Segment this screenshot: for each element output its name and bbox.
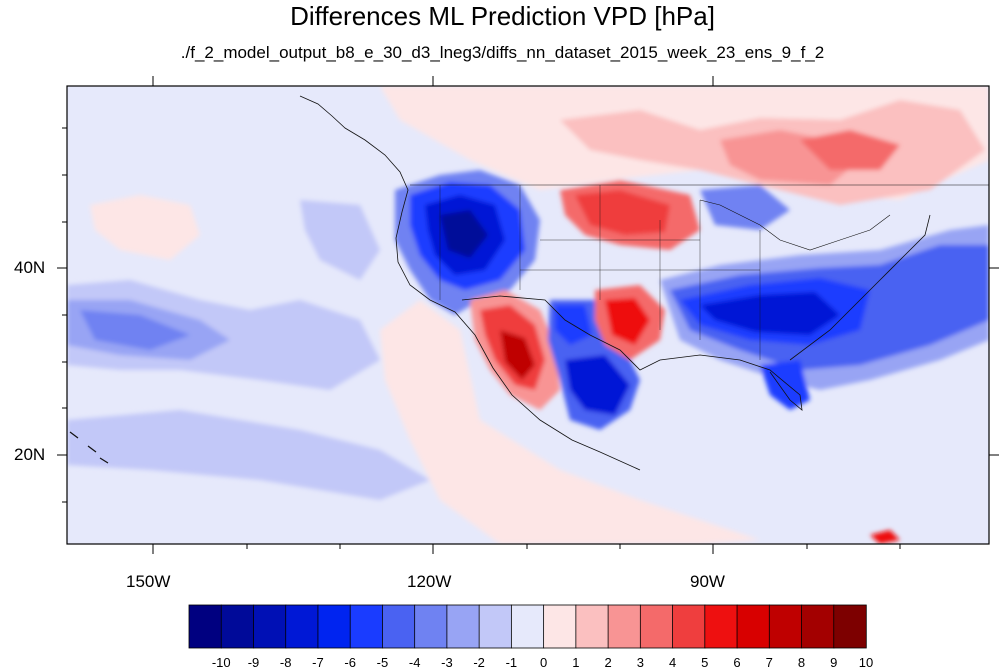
vpd-difference-field bbox=[67, 86, 989, 544]
field-caribbean-positive bbox=[870, 530, 900, 544]
colorbar-tick-label: -1 bbox=[505, 655, 518, 670]
field-plains-positive-core bbox=[575, 190, 670, 235]
colorbar-swatch bbox=[704, 604, 738, 649]
colorbar-tick-label: 8 bbox=[797, 655, 806, 670]
field-pacific-negative-inner bbox=[80, 310, 190, 350]
colorbar-tick-label: 4 bbox=[668, 655, 677, 670]
field-offshore-negative bbox=[300, 200, 380, 280]
field-texas-positive-core bbox=[605, 298, 650, 345]
colorbar-swatch bbox=[188, 604, 222, 649]
colorbar-swatch bbox=[478, 604, 513, 649]
colorbar-swatch bbox=[253, 604, 287, 649]
colorbar-swatch bbox=[672, 604, 706, 649]
colorbar-swatch bbox=[639, 604, 674, 649]
colorbar-swatch bbox=[285, 604, 319, 649]
colorbar-swatch bbox=[382, 604, 416, 649]
lon-label-90w: 90W bbox=[690, 572, 725, 591]
colorbar-swatch bbox=[317, 604, 351, 649]
colorbar-swatch bbox=[349, 604, 384, 649]
field-southwest-positive-core bbox=[500, 330, 535, 380]
field-canada-strong-positive bbox=[800, 130, 900, 170]
colorbar-swatch bbox=[801, 604, 835, 649]
pacific-coastline bbox=[299, 95, 641, 471]
colorbar-tick-label: -8 bbox=[279, 655, 292, 670]
field-east-negative-core bbox=[700, 292, 840, 335]
colorbar-tick-label: -7 bbox=[312, 655, 324, 670]
colorbar-tick-label: -2 bbox=[473, 655, 485, 670]
colorbar-tick-label: -4 bbox=[408, 655, 421, 670]
colorbar-tick-label: 0 bbox=[539, 655, 548, 670]
colorbar-tick-label: -6 bbox=[344, 655, 356, 670]
colorbar-swatch bbox=[220, 604, 255, 649]
colorbar-tick-label: 7 bbox=[765, 655, 773, 670]
colorbar-tick-label: 2 bbox=[604, 655, 612, 670]
colorbar-swatch bbox=[414, 604, 448, 649]
field-pacific-positive bbox=[90, 195, 200, 260]
colorbar bbox=[188, 604, 867, 649]
colorbar-tick-label: 1 bbox=[572, 655, 580, 670]
colorbar-tick-label: 5 bbox=[701, 655, 709, 670]
lat-label-40n: 40N bbox=[14, 258, 46, 277]
colorbar-tick-label: 10 bbox=[858, 655, 874, 670]
field-south-pacific-negative bbox=[67, 410, 430, 500]
field-south-light-positive bbox=[380, 300, 760, 544]
lon-label-150w: 150W bbox=[126, 572, 171, 591]
colorbar-swatch bbox=[543, 604, 577, 649]
lon-label-120w: 120W bbox=[407, 572, 452, 591]
us-east-coast bbox=[789, 214, 931, 361]
us-south-coast bbox=[461, 295, 803, 411]
colorbar-swatch bbox=[510, 604, 545, 649]
colorbar-swatch bbox=[607, 604, 642, 649]
field-mexico-negative-core bbox=[565, 355, 630, 415]
colorbar-tick-label: -9 bbox=[247, 655, 260, 670]
geographic-outlines bbox=[69, 95, 989, 471]
colorbar-swatch bbox=[446, 604, 480, 649]
lat-label-20n: 20N bbox=[14, 445, 46, 464]
colorbar-swatch bbox=[768, 604, 803, 649]
colorbar-swatch bbox=[833, 604, 867, 649]
state-borders bbox=[439, 185, 761, 360]
plot-subtitle: ./f_2_model_output_b8_e_30_d3_lneg3/diff… bbox=[180, 43, 825, 62]
colorbar-swatch bbox=[575, 604, 609, 649]
plot-title: Differences ML Prediction VPD [hPa] bbox=[290, 1, 715, 31]
colorbar-tick-label: 3 bbox=[636, 655, 644, 670]
field-greatlakes-negative bbox=[700, 185, 790, 230]
field-westus-negative-deep bbox=[440, 210, 488, 258]
colorbar-tick-label: -10 bbox=[211, 655, 231, 670]
colorbar-tick-label: 6 bbox=[733, 655, 741, 670]
colorbar-tick-label: 9 bbox=[830, 655, 838, 670]
colorbar-tick-label: -5 bbox=[376, 655, 389, 670]
colorbar-tick-label: -3 bbox=[441, 655, 453, 670]
great-lakes-outline bbox=[699, 199, 891, 251]
colorbar-swatch bbox=[736, 604, 770, 649]
hawaii-islands bbox=[69, 431, 109, 464]
axis-ticks bbox=[57, 76, 999, 554]
